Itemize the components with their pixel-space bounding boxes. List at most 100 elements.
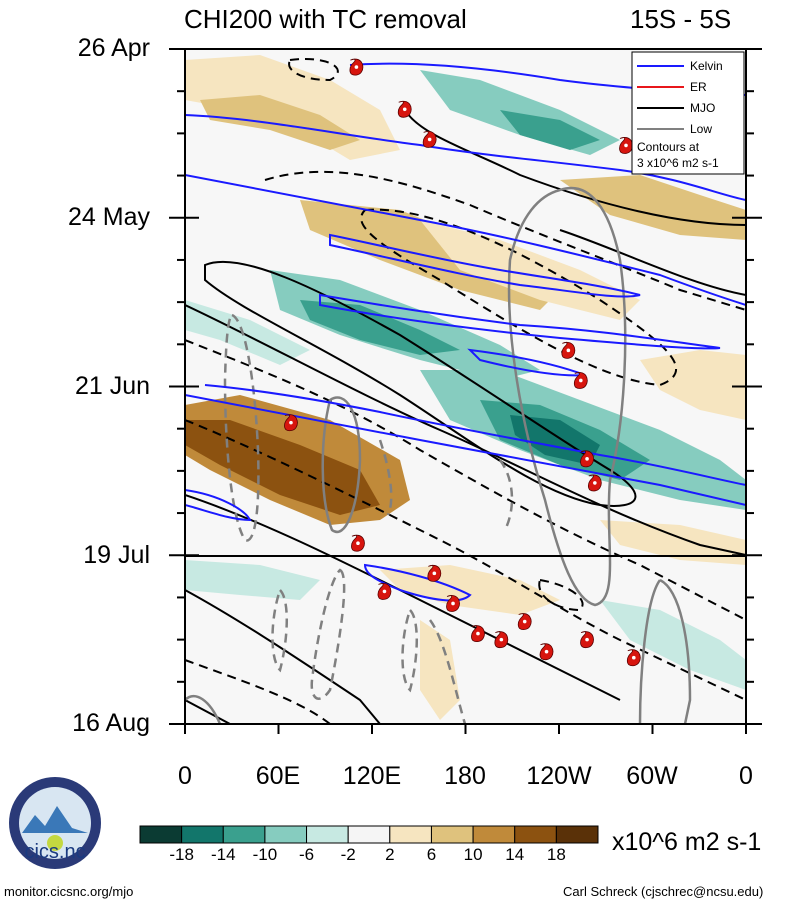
kelvin-contour [185,174,746,306]
contour-layer [185,58,746,724]
tropical-cyclone-eye [354,65,359,69]
tropical-cyclone-icon [471,625,485,643]
tropical-cyclone-eye [382,589,387,594]
low-contour-negative [378,439,393,516]
tropical-cyclone-icon [580,450,594,468]
tropical-cyclone-eye [632,655,636,660]
tropical-cyclone-icon [539,643,554,661]
legend-label-er: ER [690,80,707,94]
colorbar-tick-label: -10 [252,845,278,864]
tropical-cyclone-eye [451,601,455,606]
colorbar-swatch [139,825,183,844]
colorbar-tick-label: 6 [426,845,437,864]
mjo-contour-negative [288,58,339,82]
y-tick-label: 21 Jun [74,372,150,400]
legend-note-line1: Contours at [637,140,700,154]
colorbar-tick-label: -6 [298,845,315,864]
negative-anomaly-region [500,110,600,150]
negative-anomaly-region [600,600,746,690]
low-contour-negative [401,607,418,693]
y-tick-label: 16 Aug [72,709,150,737]
colorbar-swatch [264,825,308,844]
logo-mountain-icon [22,806,88,833]
colorbar-swatch [347,825,391,844]
colorbar-tick-label: 14 [505,845,525,864]
colorbar-swatch [222,825,266,844]
positive-anomaly-region [420,220,640,320]
plot-frame [184,48,747,725]
tropical-cyclone-eye [585,637,589,642]
tropical-cyclone-icon [619,136,633,154]
colorbar-swatch [306,825,349,844]
low-contour-negative [428,619,467,724]
tropical-cyclone-icon [377,582,392,600]
tropical-cyclone-icon [587,474,602,492]
tropical-cyclone-icon [427,564,442,582]
negative-anomaly-region [510,415,600,465]
mjo-contour [185,589,381,724]
x-tick-label: 120W [526,762,592,790]
tropical-cyclone-eye [522,619,527,624]
x-tick-label: 120E [342,762,402,790]
low-contour [638,578,692,724]
x-tick-label: 0 [178,762,192,790]
legend-label-mjo: MJO [690,101,715,115]
kelvin-contour [185,114,746,201]
tropical-cyclone-icon [422,130,437,148]
colorbar-tick-label: 2 [385,845,395,864]
low-contour [185,694,222,724]
negative-anomaly-region [185,300,310,365]
tropical-cyclone-eye [289,420,293,425]
positive-anomaly-region [600,520,746,565]
axis-ticks [169,48,762,734]
mjo-contour [185,304,746,556]
y-tick-label: 26 Apr [77,34,150,62]
colorbar-tick-label: -18 [169,845,194,864]
tropical-cyclone-eye [624,143,628,148]
colorbar-swatch [181,825,224,844]
negative-anomaly-region [185,560,320,600]
kelvin-contour [319,293,721,350]
tropical-cyclone-eye [427,137,432,142]
footer-url: monitor.cicsnc.org/mjo [4,884,134,899]
negative-anomaly-region [300,300,460,355]
tc-markers [284,58,641,667]
tropical-cyclone-icon [626,649,641,667]
low-contour-negative [223,313,260,542]
tropical-cyclone-icon [351,534,365,552]
mjo-contour-negative [185,339,746,621]
low-contour-negative [271,587,288,673]
positive-anomaly-region [185,420,380,515]
colorbar-swatch [555,825,599,844]
x-tick-label: 60E [255,762,301,790]
tropical-cyclone-icon [284,414,298,432]
logo-text: cics.nc [24,841,85,863]
tropical-cyclone-eye [579,378,583,383]
tropical-cyclone-icon [517,613,532,630]
legend-label-low: Low [690,122,712,136]
chart-title: CHI200 with TC removal [184,4,467,34]
colorbar-tick-label: -14 [210,845,236,864]
colorbar-unit: x10^6 m2 s-1 [612,828,762,856]
colorbar-tick-label: 10 [463,845,483,864]
kelvin-contour [185,489,252,522]
low-contour-negative [498,459,514,531]
logo-sun-icon [47,835,63,851]
y-tick-label: 24 May [68,203,150,231]
footer-credit: Carl Schreck (cjschrec@ncsu.edu) [563,884,764,899]
cicsnc-logo: cics.nc [9,777,101,869]
colorbar-swatch [514,825,557,844]
positive-anomaly-region [640,350,746,420]
kelvin-contour [204,384,746,486]
colorbar-tick-label: 18 [546,845,566,864]
tropical-cyclone-eye [593,481,597,485]
x-tick-label: 180 [444,762,486,790]
mjo-contour [559,229,746,296]
chart-subtitle: 15S - 5S [630,4,732,34]
colorbar-tick-label: -2 [340,845,356,864]
tropical-cyclone-icon [349,58,364,76]
low-contour [507,186,627,607]
tropical-cyclone-icon [494,631,509,649]
tropical-cyclone-icon [573,372,588,389]
